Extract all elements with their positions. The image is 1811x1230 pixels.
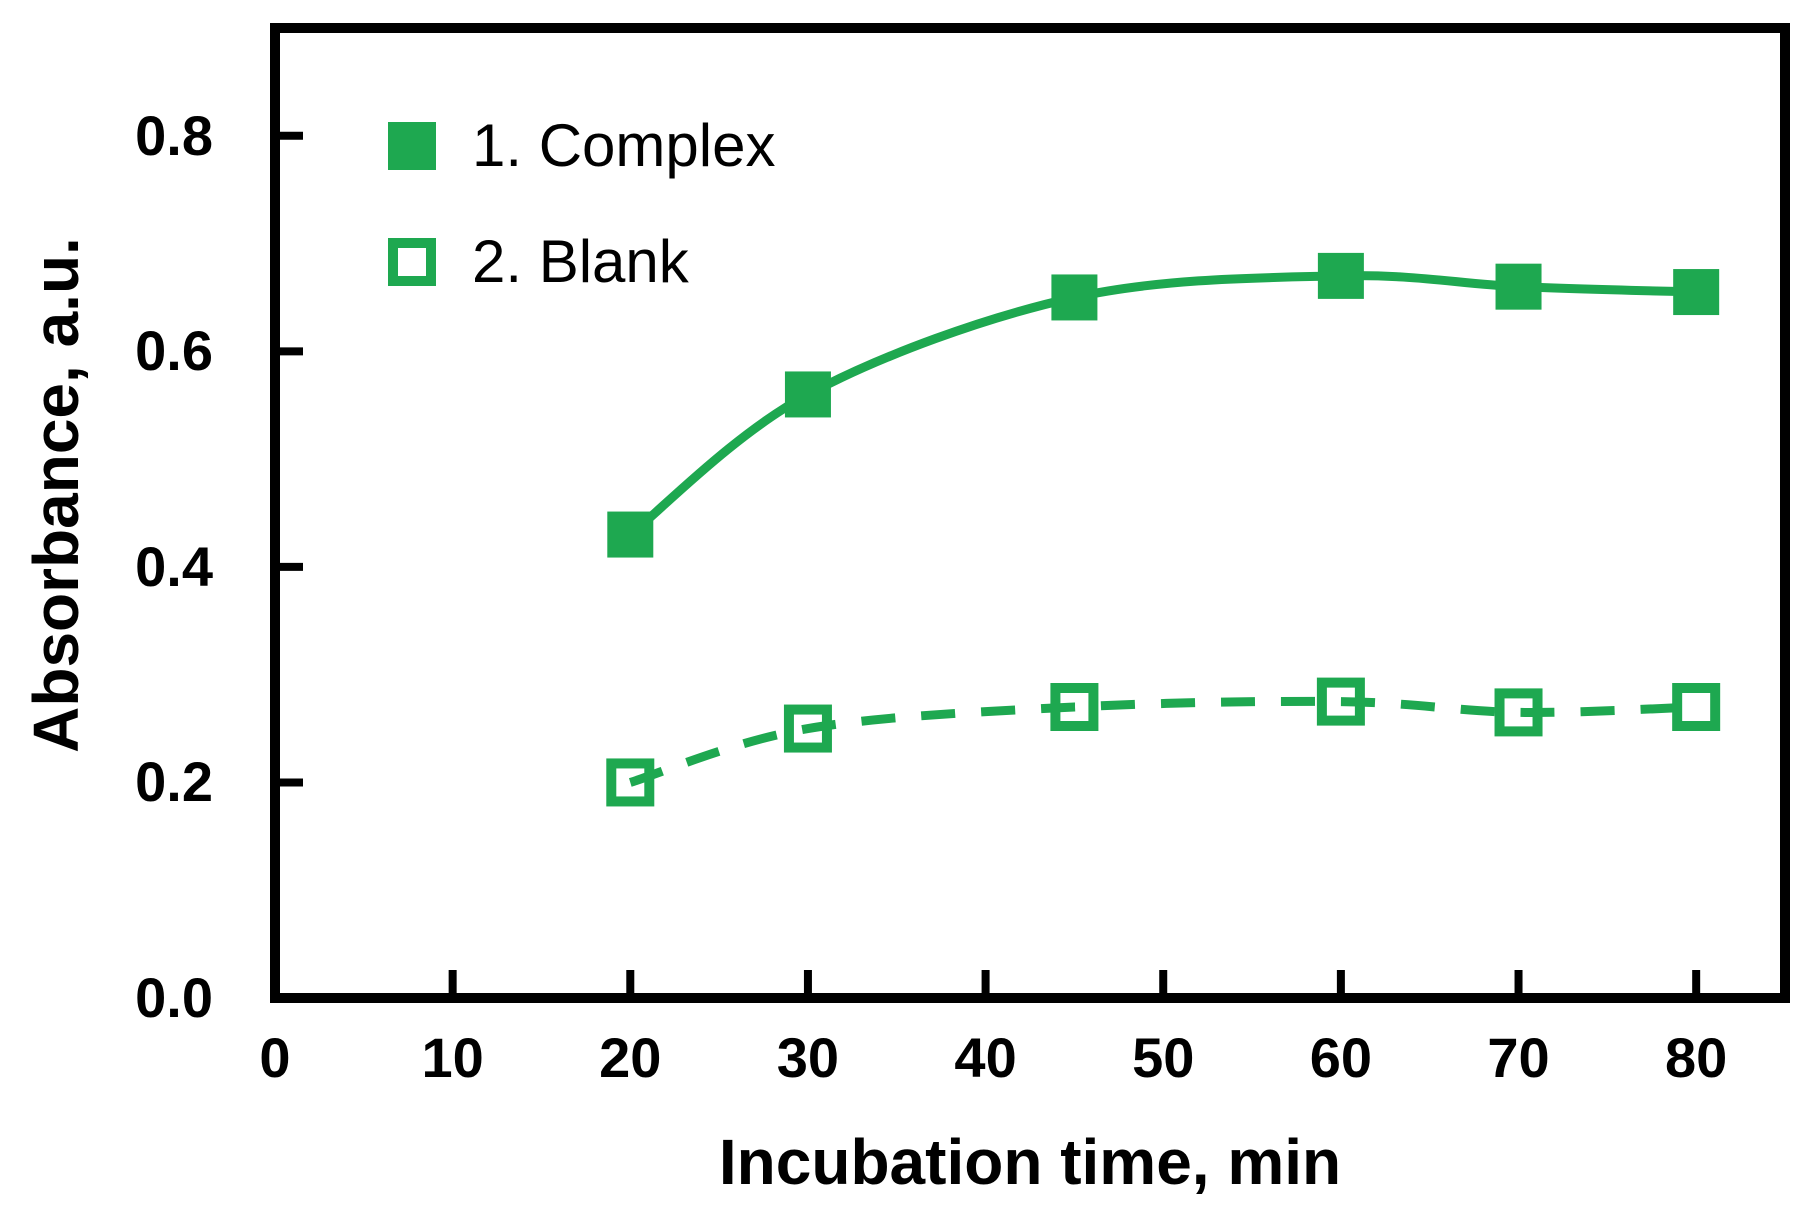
data-series-layer <box>606 252 1721 807</box>
y-tick-label: 0.4 <box>135 534 213 598</box>
x-tick-label: 80 <box>1665 1026 1728 1089</box>
x-tick-label: 30 <box>776 1026 840 1089</box>
legend-item-blank: 2. Blank <box>388 232 775 292</box>
series-line-blank <box>628 696 1697 787</box>
y-tick-label: 0.2 <box>135 750 213 814</box>
data-point-filled-square <box>1673 269 1720 316</box>
x-tick-label: 40 <box>954 1026 1017 1089</box>
plot-border <box>270 23 1790 1003</box>
x-tick-label: 70 <box>1487 1026 1550 1089</box>
legend-item-complex: 1. Complex <box>388 116 775 176</box>
x-tick-label: 10 <box>421 1026 484 1089</box>
x-tick-label: 0 <box>259 1026 291 1089</box>
data-point-open-square <box>1672 683 1721 731</box>
data-point-open-square <box>1050 683 1099 731</box>
x-axis-title: Incubation time, min <box>718 1126 1342 1198</box>
y-axis-title: Absorbance, a.u. <box>20 237 92 753</box>
y-tick-label: 0.0 <box>135 966 213 1029</box>
data-point-filled-square <box>784 371 831 418</box>
data-point-filled-square <box>1317 252 1364 299</box>
filled-square-marker-icon <box>388 122 436 170</box>
data-point-open-square <box>783 704 832 753</box>
data-point-filled-square <box>607 511 654 558</box>
legend: 1. Complex 2. Blank <box>388 116 775 292</box>
data-point-open-square <box>1316 677 1365 726</box>
data-point-filled-square <box>1495 263 1542 310</box>
axis-ticks <box>271 131 1701 1002</box>
data-point-open-square <box>1494 688 1543 737</box>
legend-label-complex: 1. Complex <box>472 112 776 179</box>
legend-label-blank: 2. Blank <box>472 228 689 295</box>
data-point-open-square <box>606 758 655 807</box>
x-tick-label: 20 <box>599 1026 662 1089</box>
x-tick-label: 50 <box>1132 1026 1195 1089</box>
x-tick-label: 60 <box>1309 1026 1373 1089</box>
open-square-marker-icon <box>388 238 436 286</box>
y-tick-label: 0.8 <box>135 103 213 167</box>
y-tick-label: 0.6 <box>135 319 213 383</box>
data-point-filled-square <box>1051 274 1098 321</box>
